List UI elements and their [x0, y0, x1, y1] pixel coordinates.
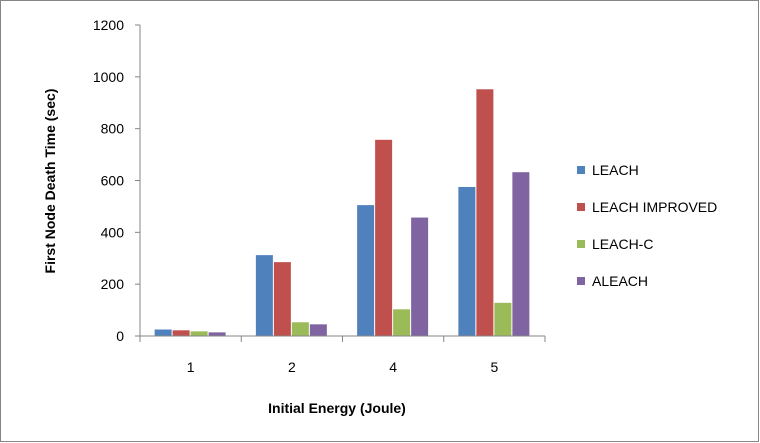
legend-label: LEACH IMPROVED — [592, 199, 717, 215]
y-tick-label: 600 — [101, 173, 125, 189]
x-ticks-group: 1 2 4 5 — [139, 336, 546, 375]
bar-leach — [154, 329, 172, 336]
legend-swatch — [577, 166, 585, 174]
bar-leach-improved — [476, 89, 494, 336]
legend-label: LEACH-C — [592, 236, 653, 252]
bar-leach-improved — [375, 139, 393, 336]
legend: LEACH LEACH IMPROVED LEACH-C ALEACH — [577, 162, 717, 289]
y-tick-label: 800 — [101, 121, 125, 137]
bar-leach — [357, 205, 375, 336]
legend-swatch — [577, 277, 585, 285]
bar-leach-improved — [172, 330, 190, 336]
bar-aleach — [208, 332, 226, 336]
x-tick-label: 2 — [288, 359, 296, 375]
legend-swatch — [577, 240, 585, 248]
bar-leach-c — [291, 322, 309, 336]
y-tick-label: 1200 — [93, 17, 124, 33]
y-tick-label: 1000 — [93, 69, 124, 85]
bar-aleach — [512, 172, 530, 336]
bar-aleach — [309, 324, 327, 336]
y-axis-title: First Node Death Time (sec) — [42, 89, 58, 274]
x-tick-label: 4 — [389, 359, 397, 375]
bar-leach-improved — [273, 262, 291, 336]
bars-group — [154, 89, 530, 336]
legend-label: LEACH — [592, 162, 639, 178]
y-ticks-group: 0 200 400 600 800 1000 1200 — [93, 17, 140, 344]
bar-leach-c — [393, 309, 411, 336]
y-tick-label: 0 — [116, 328, 124, 344]
x-tick-label: 5 — [490, 359, 498, 375]
bar-leach — [458, 186, 476, 336]
y-tick-label: 200 — [101, 276, 125, 292]
bar-leach-c — [190, 331, 208, 336]
y-tick-label: 400 — [101, 224, 125, 240]
legend-label: ALEACH — [592, 273, 648, 289]
legend-swatch — [577, 203, 585, 211]
x-axis-title: Initial Energy (Joule) — [268, 400, 406, 416]
bar-aleach — [411, 217, 429, 336]
x-tick-label: 1 — [187, 359, 195, 375]
bar-leach-c — [494, 302, 512, 336]
bar-leach — [255, 255, 273, 336]
